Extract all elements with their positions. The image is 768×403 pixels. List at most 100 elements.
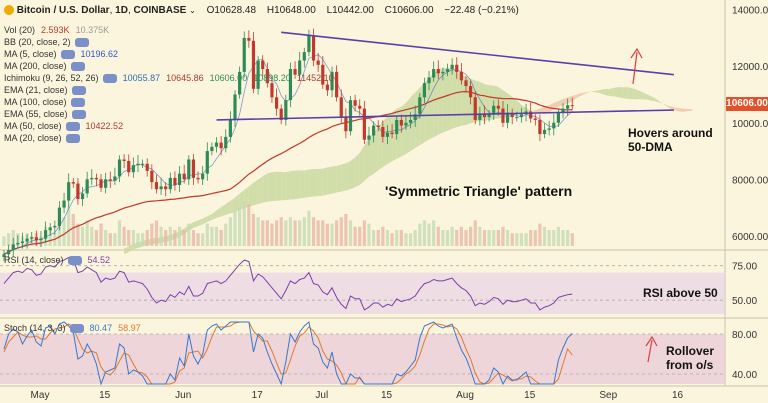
visibility-icon[interactable] [65, 122, 80, 132]
cloud-segment [318, 168, 323, 197]
price-axis[interactable] [725, 0, 768, 403]
legend-ma5[interactable]: MA (5, close) 10196.62 [4, 49, 119, 60]
visibility-icon[interactable] [60, 50, 75, 60]
volume-bar [404, 233, 408, 246]
candle-body [90, 177, 94, 180]
candle-body [205, 151, 209, 174]
candle-body [519, 114, 524, 118]
volume-bar [381, 226, 385, 246]
visibility-icon[interactable] [70, 98, 85, 108]
time-tick-label: 15 [99, 390, 111, 401]
cloud-segment [382, 116, 388, 167]
legend-ma20[interactable]: MA (20, close) [4, 132, 334, 144]
visibility-icon[interactable] [102, 74, 117, 84]
cloud-segment [235, 193, 240, 212]
candle-body [455, 64, 459, 72]
volume-bar [395, 230, 399, 246]
legend-vol[interactable]: Vol (20) 2.593K 10.375K [4, 25, 110, 35]
cloud-segment [599, 89, 605, 95]
stoch-band [0, 334, 725, 384]
volume-bar [362, 220, 366, 246]
visibility-icon[interactable] [65, 134, 80, 144]
visibility-icon[interactable] [67, 256, 82, 266]
rsi-line [3, 256, 573, 311]
volume-bar [510, 233, 514, 246]
volume-bar [464, 230, 468, 246]
chevron-down-icon[interactable]: ⌄ [189, 6, 196, 15]
volume-bar [432, 220, 436, 246]
time-tick-label: 15 [381, 390, 393, 401]
triangle-upper-line [281, 31, 674, 76]
candle-body [43, 230, 48, 239]
visibility-icon[interactable] [71, 86, 86, 96]
volume-bar [76, 223, 80, 246]
cloud-segment [336, 164, 342, 193]
ohlc-high: H10648.00 [266, 5, 316, 16]
candle-body [367, 135, 371, 140]
volume-bar [427, 223, 431, 246]
time-tick-label: 16 [672, 390, 684, 401]
legend-ema21[interactable]: EMA (21, close) [4, 84, 334, 96]
candle-body [311, 35, 316, 61]
volume-bar [339, 217, 343, 246]
candle-body [422, 83, 427, 98]
price-tick-label: 12000.00 [732, 62, 768, 73]
cloud-segment [429, 73, 434, 140]
volume-bar [556, 226, 560, 246]
volume-bar [57, 220, 62, 246]
candle-body [552, 122, 556, 129]
legend-ema55[interactable]: EMA (55, close) [4, 108, 334, 120]
rsi-legend[interactable]: RSI (14, close) 54.52 [4, 255, 111, 266]
rsi-plot: 75.00 50.00 [0, 256, 757, 314]
legend-ma200[interactable]: MA (200, close) [4, 60, 334, 72]
cloud-segment [285, 171, 291, 201]
legend-ma50[interactable]: MA (50, close) 10422.52 [4, 121, 124, 132]
cloud-segment [613, 87, 619, 98]
cloud-segment [313, 168, 319, 197]
volume-bar [261, 220, 265, 246]
volume-bar [85, 220, 89, 246]
timeframe[interactable]: 1D [115, 5, 128, 16]
candle-body [566, 105, 570, 109]
candle-body [187, 159, 191, 180]
candle-body [122, 159, 126, 161]
cloud-segment [262, 173, 268, 203]
cloud-segment [553, 100, 559, 110]
volume-bar [90, 226, 94, 246]
cloud-segment [646, 93, 651, 101]
exchange: COINBASE [133, 5, 187, 16]
volume-bar [67, 207, 71, 246]
legend-ichimoku[interactable]: Ichimoku (9, 26, 52, 26) 10055.87 10645.86… [4, 73, 334, 84]
cloud-segment [558, 98, 564, 107]
cloud-segment [248, 182, 254, 207]
stoch-legend[interactable]: Stoch (14, 3, 3) 80.47 58.97 [4, 323, 141, 334]
candle-body [469, 86, 473, 98]
candle-body [478, 114, 482, 120]
candle-body [16, 242, 20, 245]
visibility-icon[interactable] [71, 110, 86, 120]
legend-ma100[interactable]: MA (100, close) [4, 96, 334, 108]
volume-bar [487, 230, 491, 246]
legend-bb[interactable]: BB (20, close, 2) [4, 36, 334, 48]
symbol-header[interactable]: Bitcoin / U.S. Dollar, 1D, COINBASE ⌄ O1… [4, 5, 519, 16]
volume-bar [538, 223, 542, 246]
price-tick-labels: 14000.00 12000.00 10000.00 8000.00 6000.00 [732, 6, 768, 243]
volume-bar [159, 226, 163, 246]
cloud-segment [271, 171, 277, 202]
volume-bar [418, 223, 422, 246]
rsi-tick-label: 75.00 [732, 262, 757, 273]
candle-body [293, 69, 297, 75]
visibility-icon[interactable] [70, 62, 85, 72]
candle-body [353, 100, 357, 106]
stoch-plot: 80.00 40.00 [0, 321, 757, 386]
cloud-segment [216, 207, 222, 218]
visibility-icon[interactable] [69, 324, 84, 334]
volume-bar [80, 226, 85, 246]
candle-body [496, 105, 500, 109]
visibility-icon[interactable] [74, 38, 89, 48]
candle-body [99, 179, 103, 188]
cloud-segment [332, 165, 337, 194]
cloud-segment [225, 200, 231, 215]
candle-body [39, 238, 43, 241]
